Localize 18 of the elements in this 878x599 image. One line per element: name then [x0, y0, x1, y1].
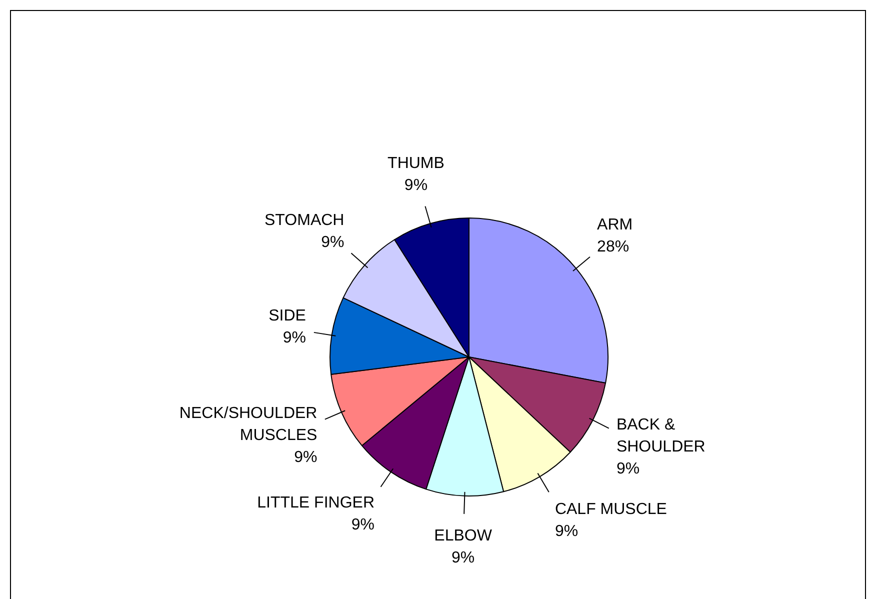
slice-label: BACK & SHOULDER	[616, 416, 706, 456]
slice-label: CALF MUSCLE	[554, 500, 667, 518]
slice-label: SIDE	[268, 308, 306, 325]
data-label: 9%	[616, 460, 640, 478]
slice-label: THUMB	[388, 154, 444, 172]
data-label: 9%	[282, 330, 306, 347]
data-label: 9%	[294, 449, 318, 466]
data-label: 9%	[554, 522, 578, 540]
slice-label: NECK/SHOULDER MUSCLES	[179, 405, 318, 444]
data-label: 9%	[321, 234, 344, 251]
data-label: 9%	[404, 176, 428, 194]
slice-label: ELBOW	[434, 527, 493, 544]
slice-label: LITTLE FINGER	[257, 494, 375, 512]
slice-label: ARM	[597, 216, 633, 234]
data-label: 9%	[351, 516, 375, 534]
data-label: 9%	[451, 549, 475, 566]
slice-label: STOMACH	[264, 212, 344, 229]
data-label: 28%	[597, 238, 630, 256]
